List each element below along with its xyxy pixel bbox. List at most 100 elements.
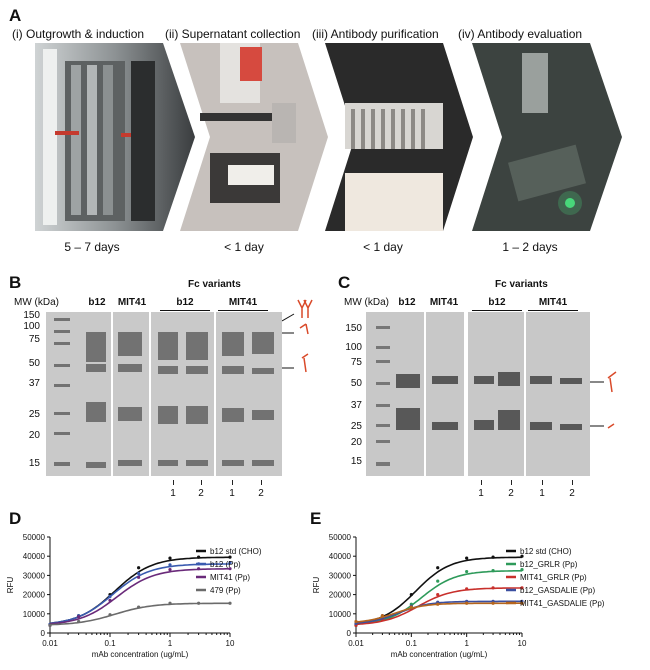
panel-c-fc-b12: b12 [488, 297, 506, 308]
y-tick-label: 20000 [329, 591, 352, 600]
photo-purification [325, 43, 473, 231]
panel-b-mw-50: 50 [28, 358, 40, 369]
y-tick-label: 20000 [23, 591, 46, 600]
y-axis-label: RFU [6, 577, 15, 594]
panel-b-lane-mit41: MIT41 [117, 297, 147, 308]
data-point [354, 619, 358, 624]
data-point [108, 594, 112, 599]
panel-b-lane-tick [232, 480, 233, 485]
x-tick-label: 0.01 [348, 639, 364, 648]
stage-3-title: (iii) Antibody purification [312, 27, 439, 41]
x-tick-label: 0.1 [406, 639, 418, 648]
data-point [436, 593, 440, 597]
data-point [77, 615, 81, 619]
data-point [197, 567, 201, 571]
legend-label: MIT41_GRLR (Pp) [520, 573, 587, 582]
data-point [465, 569, 469, 574]
data-point [436, 566, 440, 570]
data-point [228, 561, 232, 565]
data-point [520, 601, 524, 605]
data-point [48, 623, 52, 627]
panel-c-mw-75: 75 [350, 357, 362, 368]
data-point [108, 613, 112, 617]
y-axis-label: RFU [312, 577, 321, 594]
data-point [436, 602, 440, 606]
panel-b-mw-25: 25 [28, 409, 40, 420]
panel-c-lane-tick [572, 480, 573, 485]
panel-c-mw-100: 100 [345, 342, 362, 353]
panel-b-mw-15: 15 [28, 458, 40, 469]
data-point [465, 601, 469, 605]
panel-c-lane-mit41: MIT41 [429, 297, 459, 308]
panel-c-fc-title: Fc variants [495, 279, 548, 290]
legend-label: 479 (Pp) [210, 586, 241, 595]
panel-b-mw-37: 37 [28, 378, 40, 389]
panel-b-lane-num-1: 1 [170, 488, 176, 499]
legend-label: b12 (Pp) [210, 560, 241, 569]
panel-d-letter: D [9, 509, 22, 528]
panel-c-lane-tick [542, 480, 543, 485]
panel-c-lane-num-2: 2 [508, 488, 514, 499]
panel-b-antibody-icons [282, 299, 313, 373]
stage-1-title: (i) Outgrowth & induction [12, 27, 145, 41]
y-tick-label: 0 [41, 629, 46, 638]
panel-c-letter: C [338, 273, 351, 292]
x-tick-label: 1 [464, 639, 469, 648]
data-point [137, 566, 141, 570]
panel-b-fc-b12-bar [160, 310, 210, 311]
y-tick-label: 30000 [23, 571, 46, 580]
y-tick-label: 10000 [23, 610, 46, 619]
stage-4-title: (iv) Antibody evaluation [458, 27, 583, 41]
chart-e: 0 10000 20000 30000 40000 50000 0.01 0.1 1 10 mAb … [312, 533, 605, 659]
data-point [77, 619, 81, 624]
x-axis-label: mAb concentration (ug/mL) [92, 650, 189, 659]
stage-2-title: (ii) Supernatant collection [165, 27, 301, 41]
photo-evaluation [472, 43, 622, 231]
data-point [197, 555, 201, 559]
legend-label: MIT41 (Pp) [210, 573, 250, 582]
panel-c-lane-tick [511, 480, 512, 485]
x-tick-label: 10 [226, 639, 235, 648]
data-point [108, 598, 112, 602]
panel-b-fc-b12: b12 [176, 297, 194, 308]
data-point [228, 567, 232, 571]
panel-b-mw-20: 20 [28, 430, 40, 441]
panel-e-letter: E [310, 509, 322, 528]
data-point [228, 555, 232, 559]
panel-c-mw-25: 25 [350, 421, 362, 432]
data-point [137, 605, 141, 609]
panel-b-lane-num-4: 2 [258, 488, 264, 499]
y-tick-label: 40000 [23, 552, 46, 561]
panel-b-lane-num-3: 1 [229, 488, 235, 499]
panel-b-gel [46, 312, 282, 476]
data-point [491, 555, 495, 559]
panel-b-mw-75: 75 [28, 334, 40, 345]
stage-2-duration: < 1 day [224, 240, 264, 254]
legend-label: b12_GRLR (Pp) [520, 560, 578, 569]
chart-d: 0 10000 20000 30000 40000 50000 0.01 0.1 1 10 mAb … [6, 533, 262, 659]
legend-label: b12 std (CHO) [210, 547, 262, 556]
data-point [520, 568, 524, 572]
data-point [491, 569, 495, 573]
y-tick-label: 40000 [329, 552, 352, 561]
panel-c-chain-icons [590, 371, 617, 429]
data-point [168, 568, 172, 572]
data-point [380, 614, 385, 618]
panel-c-lane-num-1: 1 [478, 488, 484, 499]
panel-c-mw-label: MW (kDa) [344, 297, 389, 308]
panel-c-mw-37: 37 [350, 400, 362, 411]
panel-c-fc-mit41: MIT41 [538, 297, 568, 308]
x-axis-label: mAb concentration (ug/mL) [391, 650, 488, 659]
panel-b-fc-mit41: MIT41 [228, 297, 258, 308]
x-tick-label: 10 [518, 639, 527, 648]
panel-b-lane-tick [201, 480, 202, 485]
x-tick-label: 0.1 [104, 639, 116, 648]
panel-c-gel [366, 312, 590, 476]
panel-c-lane-tick [481, 480, 482, 485]
legend-label: MIT41_GASDALIE (Pp) [520, 599, 605, 608]
panel-b-lane-num-2: 2 [198, 488, 204, 499]
data-point [197, 601, 201, 605]
data-point [520, 554, 524, 558]
data-point [491, 601, 495, 605]
y-tick-label: 10000 [329, 610, 352, 619]
